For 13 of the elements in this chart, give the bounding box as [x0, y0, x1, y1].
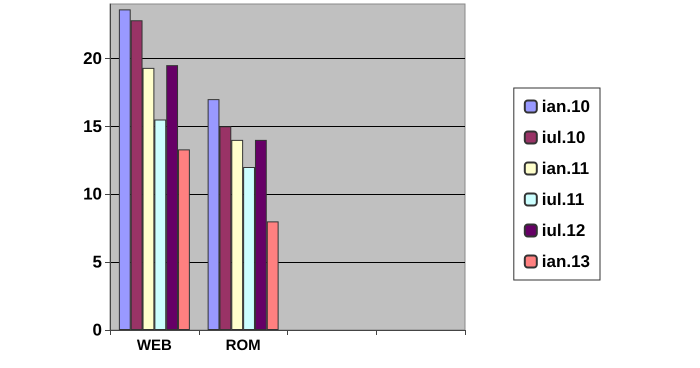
- legend-label: ian.10: [542, 97, 590, 116]
- legend-label: ian.11: [542, 159, 590, 178]
- x-tick-label: WEB: [136, 337, 172, 354]
- x-tick-label: ROM: [226, 337, 261, 354]
- y-tick-label: 0: [92, 320, 102, 340]
- y-tick-label: 5: [92, 252, 102, 272]
- legend-label: iul.12: [542, 221, 586, 240]
- legend-label: iul.11: [542, 190, 584, 209]
- legend-label: iul.10: [542, 128, 586, 147]
- y-tick-label: 15: [83, 116, 102, 136]
- y-tick-label: 10: [83, 184, 102, 204]
- legend-label: ian.13: [542, 252, 590, 271]
- y-tick-label: 20: [83, 48, 102, 68]
